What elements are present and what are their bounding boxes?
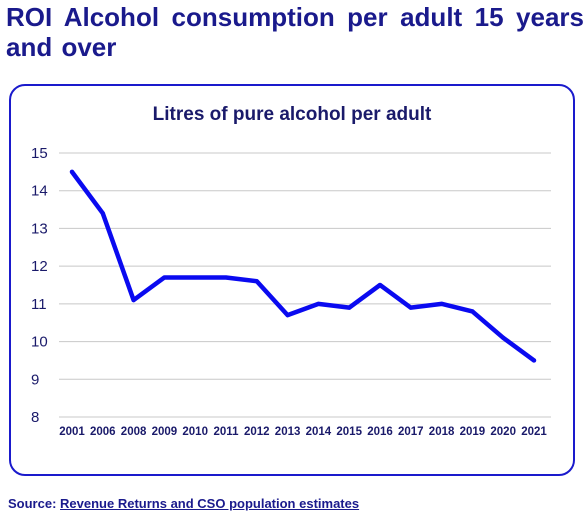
x-tick-label: 2018 (429, 426, 455, 438)
chart-title: Litres of pure alcohol per adult (152, 104, 432, 125)
x-tick-label: 2014 (306, 426, 332, 438)
x-tick-label: 2009 (152, 426, 178, 438)
data-point (193, 275, 198, 280)
data-point (131, 298, 136, 303)
y-tick-label: 13 (31, 220, 48, 237)
x-tick-label: 2019 (460, 426, 486, 438)
line-chart: 8 9 10 11 12 13 14 15 2001 2006 2008 2009 2010 2011 20… (31, 145, 551, 438)
y-tick-label: 9 (31, 371, 39, 388)
x-tick-label: 2001 (59, 426, 85, 438)
series-line (69, 169, 537, 363)
data-point (316, 301, 321, 306)
data-point (408, 305, 413, 310)
x-tick-label: 2010 (182, 426, 208, 438)
data-point (501, 335, 506, 340)
data-point (347, 305, 352, 310)
data-point (532, 358, 536, 363)
data-point (470, 309, 475, 314)
chart-frame: Litres of pure alcohol per adult 8 9 10 11 1… (9, 84, 575, 476)
x-tick-label: 2012 (244, 426, 270, 438)
y-tick-label: 8 (31, 409, 39, 426)
source-link[interactable]: Revenue Returns and CSO population estim… (60, 496, 360, 511)
source-line: Source: Revenue Returns and CSO populati… (8, 496, 359, 511)
data-point (254, 279, 259, 284)
page-title: ROI Alcohol consumption per adult 15 yea… (6, 2, 584, 62)
x-tick-label: 2016 (367, 426, 393, 438)
source-label: Source: (8, 496, 57, 511)
x-tick-label: 2013 (275, 426, 301, 438)
x-tick-label: 2006 (90, 426, 116, 438)
data-point (162, 275, 167, 280)
y-tick-label: 15 (31, 145, 48, 162)
data-point (378, 283, 382, 287)
x-tick-label: 2017 (398, 426, 424, 438)
y-tick-label: 11 (31, 296, 47, 313)
x-tick-label: 2020 (490, 426, 516, 438)
x-tick-label: 2015 (336, 426, 362, 438)
x-tick-label: 2008 (121, 426, 147, 438)
data-point (439, 301, 444, 306)
data-point (70, 169, 74, 174)
y-tick-label: 14 (31, 183, 48, 200)
data-point (224, 275, 228, 280)
data-point (285, 313, 290, 318)
x-tick-label: 2011 (214, 426, 240, 438)
x-tick-label: 2021 (521, 426, 547, 438)
y-tick-label: 10 (31, 334, 48, 351)
y-tick-label: 12 (31, 258, 48, 275)
data-point (100, 211, 105, 216)
